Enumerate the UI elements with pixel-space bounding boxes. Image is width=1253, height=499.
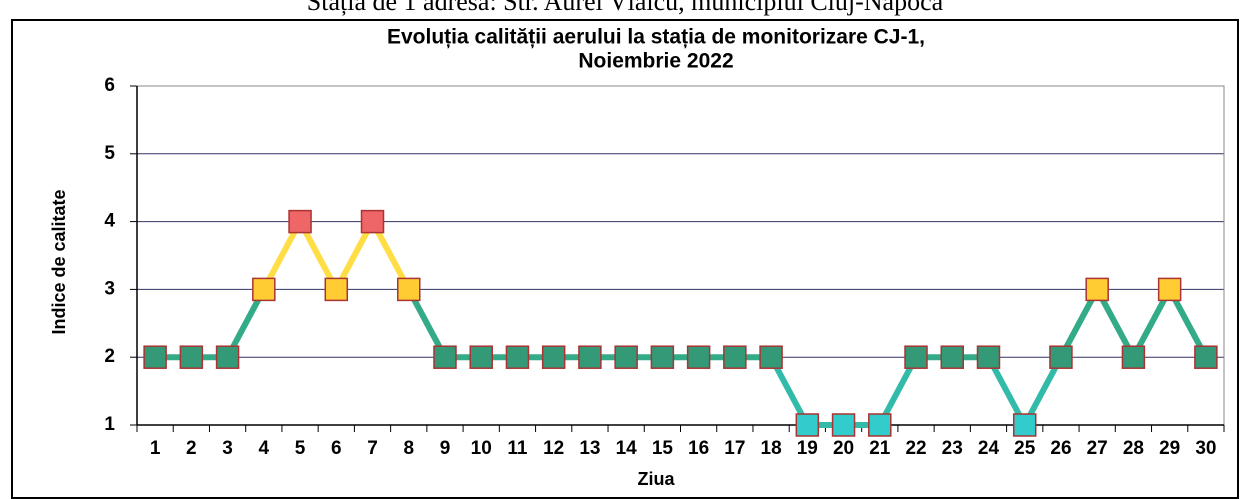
marker bbox=[505, 345, 530, 369]
marker bbox=[433, 345, 457, 369]
marker bbox=[1049, 345, 1073, 369]
x-tick-label: 14 bbox=[616, 438, 638, 459]
marker bbox=[397, 277, 421, 302]
x-tick-label: 11 bbox=[507, 438, 528, 459]
y-axis-label: Indice de calitate bbox=[49, 189, 69, 334]
x-tick-label: 26 bbox=[1050, 438, 1071, 459]
chart-frame bbox=[11, 19, 1239, 499]
marker bbox=[686, 345, 711, 369]
x-tick-label: 22 bbox=[905, 438, 926, 459]
x-tick-label: 8 bbox=[403, 438, 414, 459]
marker bbox=[469, 345, 493, 369]
x-tick-label: 13 bbox=[579, 438, 600, 459]
marker bbox=[940, 345, 964, 369]
marker bbox=[795, 413, 820, 437]
x-tick-label: 18 bbox=[761, 438, 782, 459]
marker bbox=[215, 345, 240, 369]
marker bbox=[1012, 413, 1037, 437]
x-tick-label: 27 bbox=[1087, 438, 1108, 459]
marker bbox=[578, 345, 602, 369]
x-tick-label: 10 bbox=[471, 438, 492, 459]
marker bbox=[288, 209, 312, 234]
y-tick-label: 1 bbox=[104, 414, 115, 435]
x-tick-label: 5 bbox=[295, 438, 306, 459]
marker bbox=[723, 345, 747, 369]
marker bbox=[179, 345, 204, 369]
x-tick-label: 1 bbox=[150, 438, 161, 459]
x-tick-label: 17 bbox=[724, 438, 745, 459]
marker bbox=[324, 277, 349, 302]
x-tick-label: 29 bbox=[1159, 438, 1180, 459]
marker bbox=[650, 345, 675, 369]
marker bbox=[1121, 345, 1146, 369]
plot-frame bbox=[136, 85, 1225, 426]
y-tick-label: 2 bbox=[104, 346, 115, 367]
marker bbox=[541, 345, 566, 369]
marker bbox=[360, 209, 385, 234]
marker bbox=[1085, 277, 1109, 302]
x-axis-label: Ziua bbox=[637, 469, 675, 489]
chart-title: Evoluția calității aerului la stația de … bbox=[387, 26, 925, 49]
x-tick-label: 4 bbox=[259, 438, 270, 459]
y-tick-label: 4 bbox=[104, 211, 115, 232]
x-tick-label: 2 bbox=[186, 438, 197, 459]
marker bbox=[759, 345, 783, 369]
x-tick-label: 3 bbox=[222, 438, 233, 459]
x-tick-label: 9 bbox=[440, 438, 451, 459]
x-tick-label: 7 bbox=[367, 438, 378, 459]
x-tick-label: 21 bbox=[869, 438, 891, 459]
marker bbox=[1157, 277, 1182, 302]
x-tick-label: 6 bbox=[331, 438, 342, 459]
x-tick-label: 30 bbox=[1195, 438, 1216, 459]
x-tick-label: 23 bbox=[942, 438, 963, 459]
x-tick-label: 19 bbox=[797, 438, 818, 459]
y-tick-label: 6 bbox=[104, 75, 115, 96]
x-tick-label: 16 bbox=[688, 438, 709, 459]
page-header: Stația de 1 adresa: Str. Aurel Vlaicu, m… bbox=[307, 0, 944, 16]
x-tick-label: 20 bbox=[833, 438, 854, 459]
x-tick-label: 15 bbox=[652, 438, 674, 459]
marker bbox=[1194, 345, 1218, 369]
y-tick-label: 3 bbox=[104, 278, 115, 299]
x-tick-label: 25 bbox=[1014, 438, 1036, 459]
marker bbox=[904, 345, 928, 369]
x-tick-label: 24 bbox=[978, 438, 1000, 459]
x-tick-label: 28 bbox=[1123, 438, 1144, 459]
marker bbox=[868, 413, 892, 437]
chart-title: Noiembrie 2022 bbox=[578, 50, 733, 73]
marker bbox=[831, 413, 856, 437]
marker bbox=[252, 277, 276, 302]
marker bbox=[143, 345, 167, 369]
marker bbox=[976, 345, 1001, 369]
marker bbox=[614, 345, 638, 369]
y-tick-label: 5 bbox=[104, 143, 115, 164]
x-tick-label: 12 bbox=[543, 438, 564, 459]
